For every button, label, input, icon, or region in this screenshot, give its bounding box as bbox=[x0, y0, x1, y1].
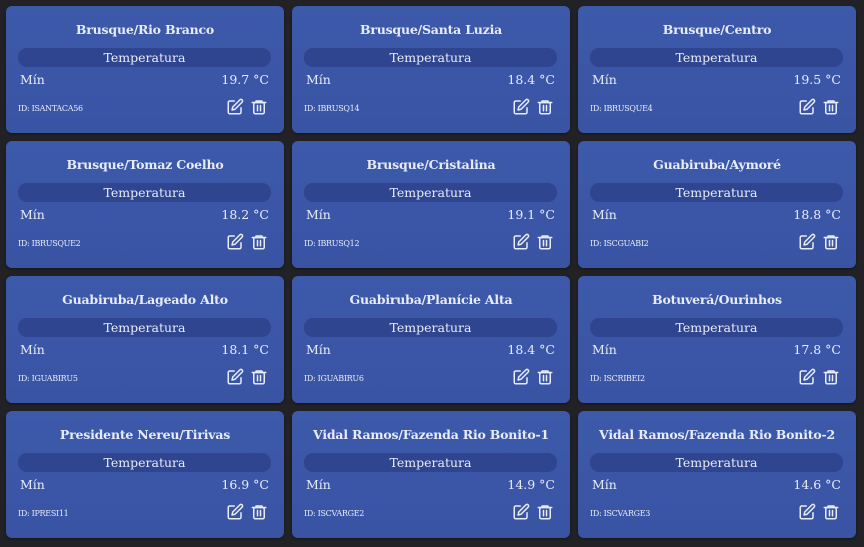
min-label: Mín bbox=[592, 207, 617, 222]
min-value: 14.9 °C bbox=[507, 477, 555, 492]
edit-icon[interactable] bbox=[798, 368, 816, 386]
min-value: 18.2 °C bbox=[221, 207, 269, 222]
trash-icon[interactable] bbox=[536, 233, 554, 251]
edit-icon[interactable] bbox=[798, 233, 816, 251]
edit-icon[interactable] bbox=[226, 503, 244, 521]
section-label: Temperatura bbox=[18, 453, 271, 472]
min-label: Mín bbox=[306, 477, 331, 492]
min-value: 18.1 °C bbox=[221, 342, 269, 357]
min-label: Mín bbox=[20, 72, 45, 87]
trash-icon[interactable] bbox=[822, 233, 840, 251]
section-label: Temperatura bbox=[304, 453, 557, 472]
trash-icon[interactable] bbox=[250, 98, 268, 116]
station-id: ID: ISCRIBEI2 bbox=[590, 374, 645, 383]
trash-icon[interactable] bbox=[536, 368, 554, 386]
edit-icon[interactable] bbox=[226, 98, 244, 116]
section-label: Temperatura bbox=[18, 183, 271, 202]
min-value: 19.1 °C bbox=[507, 207, 555, 222]
section-label: Temperatura bbox=[304, 183, 557, 202]
edit-icon[interactable] bbox=[226, 368, 244, 386]
station-id: ID: ISCGUABI2 bbox=[590, 239, 649, 248]
min-value: 16.9 °C bbox=[221, 477, 269, 492]
station-id: ID: IBRUSQUE2 bbox=[18, 239, 81, 248]
min-value: 19.7 °C bbox=[221, 72, 269, 87]
edit-icon[interactable] bbox=[512, 368, 530, 386]
station-grid: Brusque/Rio Branco Temperatura Mín 19.7 … bbox=[6, 6, 856, 538]
min-label: Mín bbox=[592, 477, 617, 492]
station-id: ID: IGUABIRU5 bbox=[18, 374, 78, 383]
section-label: Temperatura bbox=[304, 48, 557, 67]
station-card: Guabiruba/Planície Alta Temperatura Mín … bbox=[292, 276, 570, 403]
station-card: Brusque/Cristalina Temperatura Mín 19.1 … bbox=[292, 141, 570, 268]
station-card: Botuverá/Ourinhos Temperatura Mín 17.8 °… bbox=[578, 276, 856, 403]
min-value: 14.6 °C bbox=[793, 477, 841, 492]
station-name: Botuverá/Ourinhos bbox=[652, 292, 782, 307]
station-id: ID: ISCVARGE2 bbox=[304, 509, 365, 518]
station-name: Brusque/Rio Branco bbox=[75, 22, 215, 37]
station-name: Guabiruba/Lageado Alto bbox=[62, 292, 228, 307]
edit-icon[interactable] bbox=[798, 98, 816, 116]
station-card: Presidente Nereu/Tirivas Temperatura Mín… bbox=[6, 411, 284, 538]
min-value: 18.8 °C bbox=[793, 207, 841, 222]
min-label: Mín bbox=[20, 477, 45, 492]
min-value: 17.8 °C bbox=[793, 342, 841, 357]
station-id: ID: IBRUSQUE4 bbox=[590, 104, 653, 113]
edit-icon[interactable] bbox=[512, 503, 530, 521]
min-label: Mín bbox=[306, 342, 331, 357]
station-card: Brusque/Rio Branco Temperatura Mín 19.7 … bbox=[6, 6, 284, 133]
min-label: Mín bbox=[306, 72, 331, 87]
trash-icon[interactable] bbox=[822, 98, 840, 116]
section-label: Temperatura bbox=[304, 318, 557, 337]
min-label: Mín bbox=[20, 207, 45, 222]
station-name: Presidente Nereu/Tirivas bbox=[59, 427, 231, 442]
trash-icon[interactable] bbox=[250, 233, 268, 251]
edit-icon[interactable] bbox=[512, 233, 530, 251]
station-id: ID: IBRUSQ12 bbox=[304, 239, 360, 248]
station-id: ID: ISCVARGE3 bbox=[590, 509, 651, 518]
trash-icon[interactable] bbox=[250, 503, 268, 521]
edit-icon[interactable] bbox=[512, 98, 530, 116]
station-name: Brusque/Cristalina bbox=[366, 157, 496, 172]
trash-icon[interactable] bbox=[822, 368, 840, 386]
min-label: Mín bbox=[592, 72, 617, 87]
station-name: Vidal Ramos/Fazenda Rio Bonito-1 bbox=[313, 427, 549, 442]
station-card: Brusque/Tomaz Coelho Temperatura Mín 18.… bbox=[6, 141, 284, 268]
min-value: 18.4 °C bbox=[507, 342, 555, 357]
edit-icon[interactable] bbox=[798, 503, 816, 521]
station-name: Brusque/Santa Luzia bbox=[359, 22, 503, 37]
section-label: Temperatura bbox=[590, 453, 843, 472]
station-card: Guabiruba/Lageado Alto Temperatura Mín 1… bbox=[6, 276, 284, 403]
station-id: ID: IBRUSQ14 bbox=[304, 104, 360, 113]
trash-icon[interactable] bbox=[536, 503, 554, 521]
section-label: Temperatura bbox=[590, 48, 843, 67]
station-name: Brusque/Centro bbox=[662, 22, 772, 37]
section-label: Temperatura bbox=[590, 318, 843, 337]
station-name: Guabiruba/Planície Alta bbox=[349, 292, 513, 307]
station-id: ID: ISANTACA56 bbox=[18, 104, 83, 113]
station-card: Vidal Ramos/Fazenda Rio Bonito-1 Tempera… bbox=[292, 411, 570, 538]
station-name: Brusque/Tomaz Coelho bbox=[66, 157, 224, 172]
trash-icon[interactable] bbox=[822, 503, 840, 521]
station-id: ID: IPRESI11 bbox=[18, 509, 69, 518]
station-card: Brusque/Santa Luzia Temperatura Mín 18.4… bbox=[292, 6, 570, 133]
station-id: ID: IGUABIRU6 bbox=[304, 374, 364, 383]
station-card: Brusque/Centro Temperatura Mín 19.5 °C I… bbox=[578, 6, 856, 133]
trash-icon[interactable] bbox=[536, 98, 554, 116]
station-name: Vidal Ramos/Fazenda Rio Bonito-2 bbox=[599, 427, 835, 442]
min-label: Mín bbox=[592, 342, 617, 357]
min-label: Mín bbox=[306, 207, 331, 222]
station-card: Guabiruba/Aymoré Temperatura Mín 18.8 °C… bbox=[578, 141, 856, 268]
edit-icon[interactable] bbox=[226, 233, 244, 251]
min-value: 19.5 °C bbox=[793, 72, 841, 87]
station-name: Guabiruba/Aymoré bbox=[653, 157, 781, 172]
section-label: Temperatura bbox=[18, 318, 271, 337]
section-label: Temperatura bbox=[590, 183, 843, 202]
min-value: 18.4 °C bbox=[507, 72, 555, 87]
min-label: Mín bbox=[20, 342, 45, 357]
trash-icon[interactable] bbox=[250, 368, 268, 386]
section-label: Temperatura bbox=[18, 48, 271, 67]
station-card: Vidal Ramos/Fazenda Rio Bonito-2 Tempera… bbox=[578, 411, 856, 538]
